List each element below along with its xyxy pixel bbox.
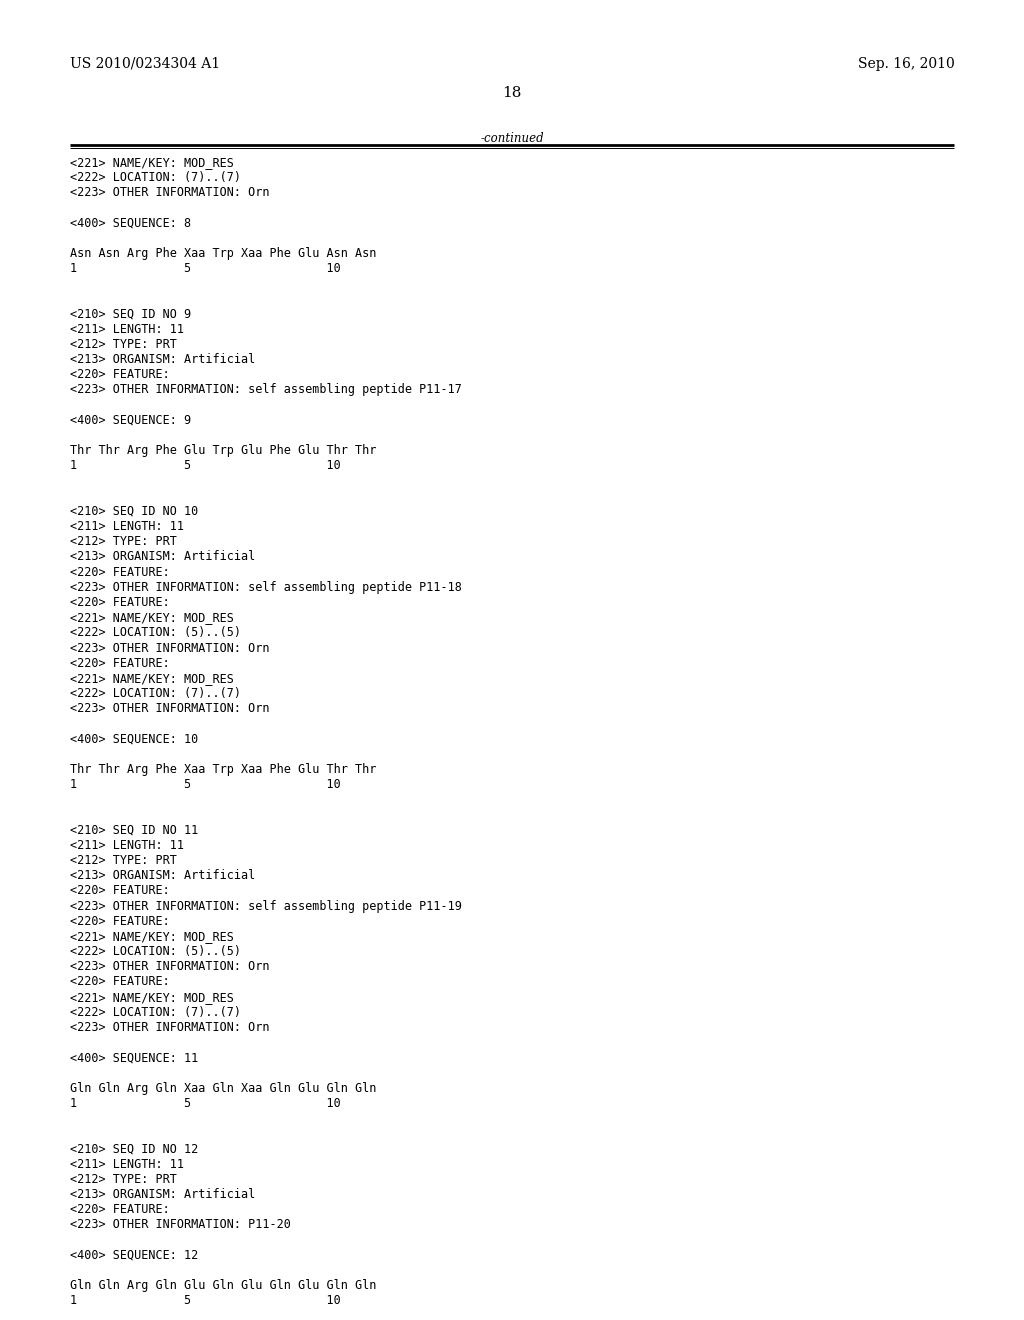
Text: <223> OTHER INFORMATION: Orn: <223> OTHER INFORMATION: Orn [70, 702, 269, 715]
Text: Gln Gln Arg Gln Xaa Gln Xaa Gln Glu Gln Gln: Gln Gln Arg Gln Xaa Gln Xaa Gln Glu Gln … [70, 1082, 376, 1094]
Text: <221> NAME/KEY: MOD_RES: <221> NAME/KEY: MOD_RES [70, 156, 233, 169]
Text: <400> SEQUENCE: 8: <400> SEQUENCE: 8 [70, 216, 190, 230]
Text: <220> FEATURE:: <220> FEATURE: [70, 597, 169, 609]
Text: <220> FEATURE:: <220> FEATURE: [70, 1204, 169, 1216]
Text: 1               5                   10: 1 5 10 [70, 1294, 340, 1307]
Text: <211> LENGTH: 11: <211> LENGTH: 11 [70, 840, 183, 851]
Text: Asn Asn Arg Phe Xaa Trp Xaa Phe Glu Asn Asn: Asn Asn Arg Phe Xaa Trp Xaa Phe Glu Asn … [70, 247, 376, 260]
Text: <210> SEQ ID NO 12: <210> SEQ ID NO 12 [70, 1142, 198, 1155]
Text: 1               5                   10: 1 5 10 [70, 261, 340, 275]
Text: <223> OTHER INFORMATION: self assembling peptide P11-17: <223> OTHER INFORMATION: self assembling… [70, 383, 462, 396]
Text: <223> OTHER INFORMATION: self assembling peptide P11-19: <223> OTHER INFORMATION: self assembling… [70, 900, 462, 912]
Text: 1               5                   10: 1 5 10 [70, 459, 340, 473]
Text: <212> TYPE: PRT: <212> TYPE: PRT [70, 854, 176, 867]
Text: <223> OTHER INFORMATION: Orn: <223> OTHER INFORMATION: Orn [70, 1022, 269, 1034]
Text: <222> LOCATION: (7)..(7): <222> LOCATION: (7)..(7) [70, 686, 241, 700]
Text: <221> NAME/KEY: MOD_RES: <221> NAME/KEY: MOD_RES [70, 672, 233, 685]
Text: <223> OTHER INFORMATION: self assembling peptide P11-18: <223> OTHER INFORMATION: self assembling… [70, 581, 462, 594]
Text: <222> LOCATION: (7)..(7): <222> LOCATION: (7)..(7) [70, 1006, 241, 1019]
Text: Thr Thr Arg Phe Glu Trp Glu Phe Glu Thr Thr: Thr Thr Arg Phe Glu Trp Glu Phe Glu Thr … [70, 444, 376, 457]
Text: <221> NAME/KEY: MOD_RES: <221> NAME/KEY: MOD_RES [70, 611, 233, 624]
Text: <220> FEATURE:: <220> FEATURE: [70, 565, 169, 578]
Text: <210> SEQ ID NO 9: <210> SEQ ID NO 9 [70, 308, 190, 321]
Text: <221> NAME/KEY: MOD_RES: <221> NAME/KEY: MOD_RES [70, 990, 233, 1003]
Text: <220> FEATURE:: <220> FEATURE: [70, 368, 169, 381]
Text: Gln Gln Arg Gln Glu Gln Glu Gln Glu Gln Gln: Gln Gln Arg Gln Glu Gln Glu Gln Glu Gln … [70, 1279, 376, 1292]
Text: <212> TYPE: PRT: <212> TYPE: PRT [70, 536, 176, 548]
Text: <213> ORGANISM: Artificial: <213> ORGANISM: Artificial [70, 869, 255, 882]
Text: Sep. 16, 2010: Sep. 16, 2010 [858, 57, 954, 71]
Text: <223> OTHER INFORMATION: Orn: <223> OTHER INFORMATION: Orn [70, 642, 269, 655]
Text: <220> FEATURE:: <220> FEATURE: [70, 884, 169, 898]
Text: <220> FEATURE:: <220> FEATURE: [70, 915, 169, 928]
Text: <223> OTHER INFORMATION: Orn: <223> OTHER INFORMATION: Orn [70, 186, 269, 199]
Text: <213> ORGANISM: Artificial: <213> ORGANISM: Artificial [70, 352, 255, 366]
Text: <210> SEQ ID NO 11: <210> SEQ ID NO 11 [70, 824, 198, 837]
Text: <220> FEATURE:: <220> FEATURE: [70, 657, 169, 669]
Text: <212> TYPE: PRT: <212> TYPE: PRT [70, 1172, 176, 1185]
Text: <400> SEQUENCE: 12: <400> SEQUENCE: 12 [70, 1249, 198, 1262]
Text: <213> ORGANISM: Artificial: <213> ORGANISM: Artificial [70, 1188, 255, 1201]
Text: <222> LOCATION: (5)..(5): <222> LOCATION: (5)..(5) [70, 945, 241, 958]
Text: 1               5                   10: 1 5 10 [70, 777, 340, 791]
Text: <211> LENGTH: 11: <211> LENGTH: 11 [70, 520, 183, 533]
Text: <222> LOCATION: (7)..(7): <222> LOCATION: (7)..(7) [70, 170, 241, 183]
Text: <222> LOCATION: (5)..(5): <222> LOCATION: (5)..(5) [70, 626, 241, 639]
Text: <400> SEQUENCE: 9: <400> SEQUENCE: 9 [70, 414, 190, 426]
Text: <223> OTHER INFORMATION: P11-20: <223> OTHER INFORMATION: P11-20 [70, 1218, 291, 1232]
Text: <211> LENGTH: 11: <211> LENGTH: 11 [70, 322, 183, 335]
Text: <220> FEATURE:: <220> FEATURE: [70, 975, 169, 989]
Text: <213> ORGANISM: Artificial: <213> ORGANISM: Artificial [70, 550, 255, 564]
Text: Thr Thr Arg Phe Xaa Trp Xaa Phe Glu Thr Thr: Thr Thr Arg Phe Xaa Trp Xaa Phe Glu Thr … [70, 763, 376, 776]
Text: <221> NAME/KEY: MOD_RES: <221> NAME/KEY: MOD_RES [70, 929, 233, 942]
Text: <212> TYPE: PRT: <212> TYPE: PRT [70, 338, 176, 351]
Text: 18: 18 [503, 86, 521, 100]
Text: <223> OTHER INFORMATION: Orn: <223> OTHER INFORMATION: Orn [70, 961, 269, 973]
Text: <400> SEQUENCE: 10: <400> SEQUENCE: 10 [70, 733, 198, 746]
Text: <211> LENGTH: 11: <211> LENGTH: 11 [70, 1158, 183, 1171]
Text: <400> SEQUENCE: 11: <400> SEQUENCE: 11 [70, 1051, 198, 1064]
Text: -continued: -continued [480, 132, 544, 145]
Text: <210> SEQ ID NO 10: <210> SEQ ID NO 10 [70, 506, 198, 517]
Text: US 2010/0234304 A1: US 2010/0234304 A1 [70, 57, 220, 71]
Text: 1               5                   10: 1 5 10 [70, 1097, 340, 1110]
